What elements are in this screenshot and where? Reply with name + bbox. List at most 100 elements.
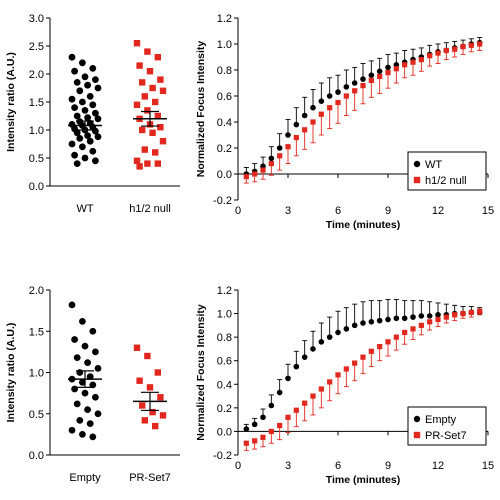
data-point xyxy=(352,360,358,366)
data-point xyxy=(92,109,99,117)
data-point xyxy=(352,88,358,94)
data-point xyxy=(73,354,81,362)
data-point xyxy=(86,373,94,381)
data-point xyxy=(393,334,399,340)
data-point xyxy=(443,314,449,320)
legend-marker xyxy=(413,431,421,439)
data-point xyxy=(144,160,151,167)
data-point xyxy=(71,336,78,343)
data-point xyxy=(79,379,86,386)
line-series xyxy=(243,41,483,184)
data-point xyxy=(285,414,291,420)
category-label: Empty xyxy=(69,472,101,484)
data-point xyxy=(268,161,274,167)
y-tick-label: 0.0 xyxy=(217,169,232,181)
data-point xyxy=(68,53,76,61)
data-point xyxy=(68,95,76,103)
data-point xyxy=(84,114,91,122)
y-tick-label: 2.0 xyxy=(29,69,44,81)
data-point xyxy=(385,64,391,71)
data-point xyxy=(139,402,146,409)
data-point xyxy=(326,334,333,340)
data-point xyxy=(443,47,449,54)
data-point xyxy=(368,72,375,78)
scatter-series xyxy=(68,53,102,168)
data-point xyxy=(435,316,441,323)
data-point xyxy=(76,416,84,424)
data-point xyxy=(368,319,375,325)
data-point xyxy=(73,112,81,120)
data-point xyxy=(94,133,102,141)
x-axis-label: Time (minutes) xyxy=(326,219,400,231)
data-point xyxy=(144,352,151,360)
data-point xyxy=(285,375,291,382)
data-point xyxy=(133,157,141,164)
data-point xyxy=(327,105,333,111)
y-tick-label: 1.2 xyxy=(217,285,232,297)
data-point xyxy=(71,104,78,111)
y-tick-label: 1.0 xyxy=(217,39,232,51)
y-tick-label: 0.0 xyxy=(29,181,44,193)
data-point xyxy=(81,389,89,397)
data-point xyxy=(302,127,308,133)
data-point xyxy=(144,107,151,114)
data-point xyxy=(84,406,91,414)
data-point xyxy=(418,322,424,328)
data-point xyxy=(277,153,283,159)
data-point xyxy=(277,422,283,429)
data-point xyxy=(410,59,416,65)
data-point xyxy=(376,317,383,324)
data-point xyxy=(468,309,474,315)
data-point xyxy=(86,93,94,100)
category-label: PR-Set7 xyxy=(129,472,171,484)
data-point xyxy=(79,430,86,438)
data-point xyxy=(426,313,433,319)
data-point xyxy=(360,76,366,82)
data-point xyxy=(136,62,143,69)
scatter-series xyxy=(68,301,102,441)
data-point xyxy=(276,145,283,151)
x-tick-label: 15 xyxy=(482,460,494,472)
data-point xyxy=(402,329,408,336)
data-point xyxy=(477,41,483,47)
data-point xyxy=(477,308,483,314)
y-tick-label: -0.2 xyxy=(213,195,232,207)
legend-label: h1/2 null xyxy=(425,175,467,187)
data-point xyxy=(154,160,161,167)
y-tick-label: 3.0 xyxy=(29,13,44,25)
data-point xyxy=(89,433,97,441)
data-point xyxy=(260,167,266,173)
data-point xyxy=(159,412,167,419)
data-point xyxy=(94,410,102,418)
data-point xyxy=(385,70,391,76)
data-point xyxy=(385,339,391,345)
category-label: h1/2 null xyxy=(129,203,171,215)
data-point xyxy=(146,68,154,75)
x-tick-label: 0 xyxy=(235,460,241,472)
data-point xyxy=(139,79,146,86)
data-point xyxy=(302,400,308,406)
data-point xyxy=(139,126,146,134)
data-point xyxy=(310,119,316,125)
chart-panel-A: 0.0 0.5 1.0 1.5 2.0 2.5 3.0 Intensity ratio (A.… xyxy=(5,13,180,215)
data-point xyxy=(318,339,325,345)
data-point xyxy=(149,129,156,136)
x-tick-label: 9 xyxy=(385,205,391,217)
data-point xyxy=(89,101,97,109)
data-point xyxy=(84,132,91,140)
data-point xyxy=(427,53,433,59)
y-tick-label: 1.0 xyxy=(29,125,44,137)
data-point xyxy=(427,319,433,325)
data-point xyxy=(360,320,366,326)
data-point xyxy=(335,99,341,106)
data-point xyxy=(73,79,81,86)
data-point xyxy=(157,76,164,83)
data-point xyxy=(343,326,350,332)
y-axis-label: Intensity ratio (A.U.) xyxy=(5,323,17,423)
data-point xyxy=(301,112,308,119)
data-point xyxy=(452,312,458,318)
legend-box xyxy=(407,151,487,191)
data-point xyxy=(154,112,161,120)
legend-label: WT xyxy=(425,159,442,171)
data-point xyxy=(377,343,383,350)
